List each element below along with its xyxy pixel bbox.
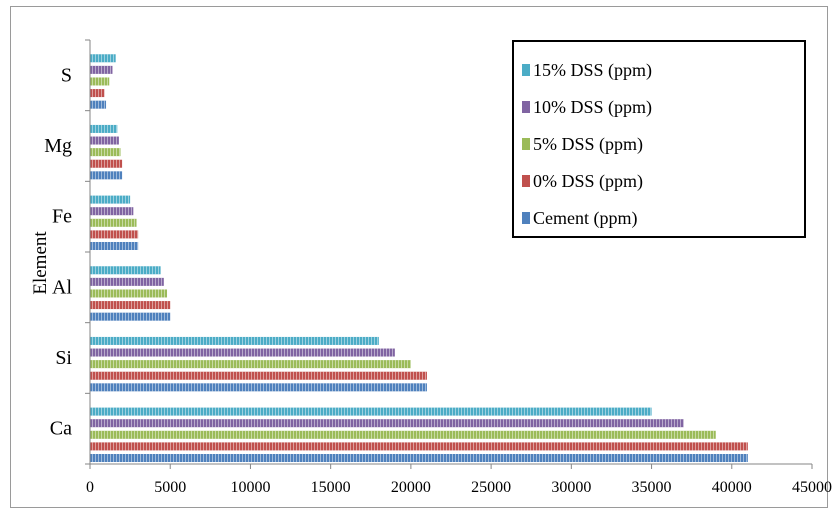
x-tick-label: 0 <box>86 479 94 496</box>
bar-texture <box>90 277 164 286</box>
bar-texture <box>90 266 161 275</box>
bar-texture <box>90 89 105 98</box>
legend-items: 15% DSS (ppm) 10% DSS (ppm) 5% DSS (ppm) 0%… <box>522 60 652 229</box>
legend: 15% DSS (ppm) 10% DSS (ppm) 5% DSS (ppm) 0%… <box>512 40 806 238</box>
legend-swatch <box>522 175 530 187</box>
legend-label: 5% DSS (ppm) <box>533 134 643 155</box>
bar-texture <box>90 312 171 321</box>
y-tick-label: S <box>61 64 72 86</box>
legend-label: 10% DSS (ppm) <box>533 97 652 118</box>
axis-layer: Ca Si Al Fe Mg S 0 5000 10000 15000 20000 25000 3000… <box>44 39 832 496</box>
y-tick-label: Mg <box>44 135 72 157</box>
legend-swatch <box>522 64 530 76</box>
bar-texture <box>90 336 379 345</box>
y-axis-title: Element <box>30 231 51 295</box>
bar-texture <box>90 54 116 63</box>
legend-swatch <box>522 138 530 150</box>
legend-label: Cement (ppm) <box>533 208 637 229</box>
bar-texture <box>90 454 748 462</box>
bar-texture <box>90 65 113 74</box>
x-tick-label: 25000 <box>471 479 511 496</box>
bar-texture <box>90 100 107 109</box>
bar-texture <box>90 301 171 310</box>
y-tick-label: Si <box>55 347 72 369</box>
bar-texture <box>90 207 134 216</box>
bar-texture <box>90 77 110 86</box>
legend-swatch <box>522 212 530 224</box>
legend-label: 0% DSS (ppm) <box>533 171 643 192</box>
y-tick-label: Ca <box>50 418 72 440</box>
bar-texture <box>90 442 748 451</box>
legend-label: 15% DSS (ppm) <box>533 60 652 81</box>
bars-layer <box>90 54 748 462</box>
legend-swatch <box>522 101 530 113</box>
y-tick-label: Al <box>52 276 72 298</box>
bar-texture <box>90 230 139 239</box>
x-tick-label: 10000 <box>230 479 270 496</box>
bar-texture <box>90 159 123 168</box>
bar-texture <box>90 195 131 204</box>
bar-texture <box>90 407 652 416</box>
x-tick-label: 15000 <box>311 479 351 496</box>
bar-texture <box>90 124 118 133</box>
bar-texture <box>90 136 119 145</box>
x-tick-label: 35000 <box>632 479 672 496</box>
x-tick-label: 40000 <box>712 479 752 496</box>
x-tick-label: 30000 <box>551 479 591 496</box>
x-tick-label: 5000 <box>154 479 186 496</box>
y-tick-label: Fe <box>52 206 72 228</box>
bar-texture <box>90 289 168 298</box>
bar-texture <box>90 218 137 227</box>
bar-texture <box>90 419 684 428</box>
legend-box <box>512 40 806 238</box>
bar-texture <box>90 242 139 250</box>
bar-texture <box>90 371 427 380</box>
bar-texture <box>90 171 123 180</box>
bar-texture <box>90 383 427 392</box>
x-tick-label: 45000 <box>792 479 832 496</box>
bar-texture <box>90 348 395 357</box>
bar-texture <box>90 360 411 369</box>
bar-texture <box>90 430 716 439</box>
bar-texture <box>90 148 121 157</box>
x-tick-label: 20000 <box>391 479 431 496</box>
